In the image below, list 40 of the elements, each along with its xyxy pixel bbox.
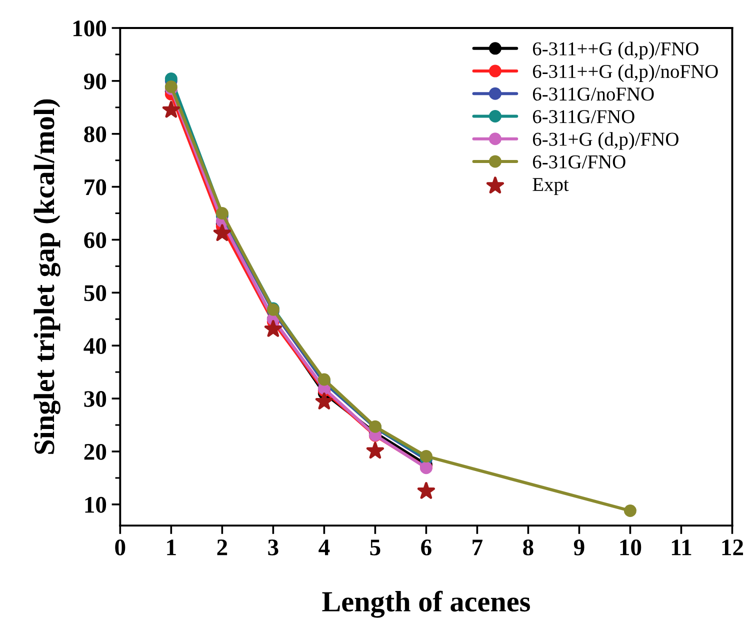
x-tick-label: 10	[620, 539, 642, 556]
y-tick-label: 90	[84, 73, 106, 90]
point	[624, 504, 636, 518]
x-tick-label: 5	[370, 540, 380, 556]
point	[264, 320, 282, 337]
y-axis-title: Singlet triplet gap (kcal/mol)	[34, 99, 60, 454]
point	[162, 100, 180, 118]
legend-label: 6-311++G (d,p)/noFNO	[532, 64, 718, 82]
x-tick-label: 3	[268, 540, 278, 556]
x-tick-label: 12	[722, 540, 744, 556]
point	[366, 442, 384, 459]
y-tick-label: 30	[84, 391, 106, 407]
y-tick-label: 60	[84, 232, 106, 248]
x-tick-label: 8	[523, 539, 534, 556]
point	[213, 224, 231, 242]
y-tick-label: 80	[84, 126, 106, 142]
y-tick-label: 40	[84, 338, 106, 354]
legend-label: 6-31G/FNO	[532, 155, 626, 168]
x-tick-label: 2	[217, 540, 228, 556]
x-tick-label: 11	[672, 540, 692, 556]
legend-label: 6-31+G (d,p)/FNO	[532, 132, 678, 150]
legend-label: Expt	[532, 178, 569, 196]
x-tick-label: 1	[167, 540, 176, 556]
x-tick-label: 0	[115, 539, 126, 556]
y-tick-label: 100	[73, 20, 106, 36]
legend-label: 6-311G/noFNO	[532, 88, 654, 101]
legend-label: 6-311++G (d,p)/FNO	[532, 42, 698, 60]
point	[417, 482, 435, 499]
y-tick-label: 20	[84, 444, 106, 460]
y-tick-label: 50	[84, 285, 106, 302]
point	[315, 392, 333, 410]
x-tick-label: 6	[421, 540, 432, 556]
x-axis-title: Length of acenes	[322, 590, 530, 618]
y-tick-label: 70	[84, 179, 106, 196]
point	[164, 80, 178, 93]
x-tick-label: 7	[472, 540, 483, 556]
x-tick-label: 9	[574, 540, 584, 556]
x-tick-label: 4	[318, 540, 330, 556]
y-tick-label: 10	[85, 496, 106, 513]
legend-label: 6-311G/FNO	[532, 110, 634, 124]
